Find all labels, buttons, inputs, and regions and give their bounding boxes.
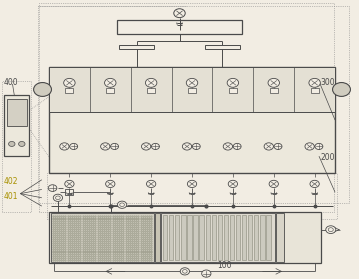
Circle shape — [117, 201, 127, 208]
Circle shape — [34, 83, 51, 97]
Bar — [311, 88, 318, 93]
Circle shape — [19, 141, 25, 146]
Bar — [49, 67, 335, 112]
Circle shape — [48, 185, 57, 191]
Circle shape — [332, 83, 350, 97]
Bar — [229, 88, 237, 93]
Bar — [51, 213, 154, 262]
Bar — [3, 81, 31, 212]
Bar — [49, 212, 321, 263]
Circle shape — [53, 194, 62, 201]
Circle shape — [228, 180, 238, 187]
Bar — [119, 45, 154, 49]
Bar — [161, 213, 275, 262]
Bar — [49, 67, 335, 173]
Bar — [230, 215, 234, 260]
Circle shape — [182, 143, 192, 150]
Circle shape — [186, 78, 198, 87]
Circle shape — [202, 270, 211, 277]
Circle shape — [310, 180, 319, 187]
Bar — [270, 88, 278, 93]
Text: 402: 402 — [4, 177, 18, 186]
Bar — [187, 215, 192, 260]
Bar — [65, 88, 73, 93]
Bar — [242, 215, 246, 260]
Circle shape — [315, 143, 323, 150]
Text: 400: 400 — [4, 78, 18, 87]
Text: 200: 200 — [321, 153, 335, 162]
Bar — [260, 215, 265, 260]
Bar — [200, 215, 204, 260]
Bar — [266, 215, 271, 260]
Bar — [181, 215, 186, 260]
Circle shape — [269, 180, 279, 187]
Bar — [218, 215, 222, 260]
Circle shape — [106, 180, 115, 187]
Circle shape — [104, 78, 116, 87]
Circle shape — [326, 226, 336, 234]
Circle shape — [305, 143, 314, 150]
Text: 100: 100 — [217, 261, 232, 270]
Circle shape — [145, 78, 157, 87]
Bar — [163, 215, 167, 260]
Bar — [206, 215, 210, 260]
Circle shape — [111, 143, 118, 150]
Bar — [4, 95, 29, 156]
Circle shape — [233, 143, 241, 150]
Circle shape — [174, 9, 185, 18]
Bar — [169, 215, 173, 260]
Circle shape — [9, 141, 15, 146]
Circle shape — [227, 78, 239, 87]
Bar — [248, 215, 252, 260]
Bar — [147, 88, 155, 93]
Bar — [211, 215, 216, 260]
Circle shape — [192, 143, 200, 150]
Bar — [47, 173, 337, 219]
Bar — [117, 20, 242, 34]
Bar — [7, 99, 27, 126]
Circle shape — [180, 268, 190, 275]
Circle shape — [223, 143, 233, 150]
Bar — [38, 6, 349, 203]
Circle shape — [141, 143, 151, 150]
Circle shape — [101, 143, 110, 150]
Bar — [65, 189, 73, 195]
Text: 300: 300 — [321, 78, 335, 87]
Bar — [175, 215, 180, 260]
Circle shape — [151, 143, 159, 150]
Circle shape — [146, 180, 156, 187]
Circle shape — [309, 78, 320, 87]
Circle shape — [64, 78, 75, 87]
Bar — [194, 215, 198, 260]
Bar — [106, 88, 114, 93]
Bar — [155, 213, 160, 262]
Circle shape — [264, 143, 274, 150]
Circle shape — [268, 78, 279, 87]
Bar — [39, 3, 334, 212]
Circle shape — [70, 143, 78, 150]
Bar — [236, 215, 240, 260]
Circle shape — [187, 180, 197, 187]
Bar — [205, 45, 240, 49]
Text: 401: 401 — [4, 192, 18, 201]
Circle shape — [65, 180, 74, 187]
Bar — [224, 215, 228, 260]
Bar — [276, 213, 284, 262]
Bar — [254, 215, 258, 260]
Circle shape — [274, 143, 282, 150]
Circle shape — [60, 143, 69, 150]
Bar — [188, 88, 196, 93]
